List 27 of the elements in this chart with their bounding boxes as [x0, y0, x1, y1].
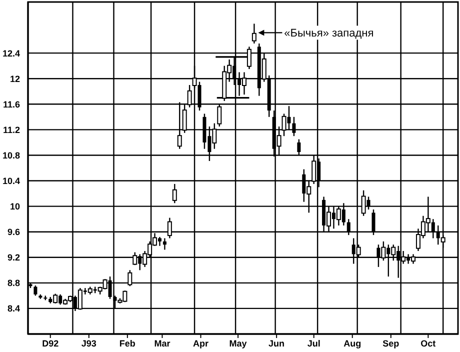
y-tick-label: 10.4 — [2, 176, 20, 186]
y-tick-label: 10.8 — [2, 150, 20, 160]
x-tick-label: Aug — [344, 338, 362, 348]
x-tick-label: Apr — [192, 338, 209, 348]
x-tick-label: Jul — [307, 338, 320, 348]
candlestick — [162, 238, 166, 250]
y-tick-label: 10 — [10, 202, 20, 212]
y-tick-label: 9.6 — [7, 227, 20, 238]
candlestick — [172, 183, 177, 204]
annotation: «Бычья» западня — [284, 28, 374, 40]
y-tick-label: 11.2 — [2, 124, 20, 135]
y-tick-label: 8.4 — [7, 304, 20, 314]
x-tick-label: J93 — [81, 338, 96, 348]
candlestick — [252, 23, 256, 44]
y-tick-label: 12.4 — [2, 48, 20, 58]
x-tick-label: Mar — [154, 338, 171, 348]
x-tick-label: D92 — [42, 338, 59, 348]
y-tick-label: 11.6 — [2, 99, 20, 110]
y-tick-label: 8.8 — [7, 278, 20, 288]
x-tick-label: Sep — [382, 338, 400, 348]
y-tick-label: 12 — [10, 74, 20, 84]
x-tick-label: Jun — [268, 338, 285, 348]
candlestick — [34, 284, 38, 296]
x-tick-label: Feb — [119, 338, 136, 348]
x-tick-label: May — [229, 338, 247, 348]
y-tick-label: 9.2 — [7, 252, 20, 263]
x-tick-label: Oct — [420, 338, 436, 348]
